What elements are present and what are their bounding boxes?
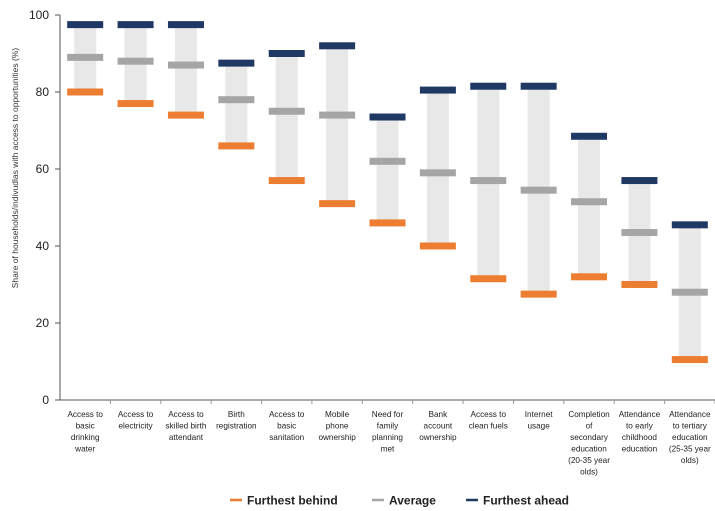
marker-average <box>319 111 356 119</box>
marker-furthest-behind <box>571 273 608 281</box>
y-tick-label: 60 <box>36 162 50 176</box>
marker-furthest-ahead <box>369 113 406 121</box>
marker-average <box>268 107 305 115</box>
marker-furthest-behind <box>67 88 104 96</box>
x-category-label: Completion of secondary education (20-35 yea… <box>568 410 610 477</box>
marker-furthest-behind <box>268 177 305 185</box>
marker-furthest-ahead <box>419 86 456 94</box>
marker-average <box>67 53 104 61</box>
x-category-label: Access to electricity <box>118 410 154 431</box>
marker-furthest-ahead <box>67 21 104 29</box>
range-bar <box>225 63 248 146</box>
marker-furthest-behind <box>167 111 204 119</box>
range-bars <box>74 24 701 360</box>
y-axis-label: Share of households/indivudlas with acce… <box>10 48 20 289</box>
marker-furthest-behind <box>671 356 708 364</box>
marker-furthest-ahead <box>319 42 356 50</box>
x-category-label: Access to basic drinking water <box>67 410 103 454</box>
range-bar <box>426 90 449 246</box>
marker-average <box>167 61 204 69</box>
series-markers <box>67 21 708 364</box>
marker-average <box>117 57 154 65</box>
marker-furthest-ahead <box>117 21 154 29</box>
marker-furthest-ahead <box>671 221 708 229</box>
y-tick-label: 0 <box>42 393 49 407</box>
range-bar <box>174 24 197 116</box>
y-ticks: 0 20 40 60 80 100 <box>29 8 60 407</box>
marker-furthest-ahead <box>218 59 255 67</box>
marker-furthest-behind <box>369 219 406 227</box>
x-category-label: Internet usage <box>525 410 553 431</box>
marker-furthest-behind <box>319 200 356 208</box>
x-category-label: Access to skilled birth attendant <box>165 410 206 442</box>
range-bar <box>376 117 399 223</box>
legend: Furthest behind Average Furthest ahead <box>230 494 569 508</box>
marker-average <box>218 96 255 104</box>
x-category-label: Bank account ownership <box>419 410 457 442</box>
marker-furthest-ahead <box>268 50 305 57</box>
x-category-label: Attendance to early childhood education <box>619 410 661 454</box>
marker-furthest-behind <box>419 242 456 250</box>
marker-average <box>470 177 507 185</box>
y-tick-label: 20 <box>36 316 50 330</box>
x-category-label: Access to clean fuels <box>469 410 508 431</box>
marker-average <box>621 229 658 237</box>
marker-furthest-ahead <box>520 82 557 90</box>
x-category-labels: Access to basic drinking water Access to elec… <box>67 400 715 477</box>
y-tick-label: 100 <box>29 8 49 22</box>
legend-label: Furthest behind <box>247 494 338 508</box>
marker-average <box>571 198 608 206</box>
marker-average <box>419 169 456 177</box>
legend-label: Average <box>389 494 436 508</box>
range-bar <box>326 45 349 204</box>
marker-furthest-behind <box>117 100 154 108</box>
x-category-label: Need for family planning met <box>372 410 404 454</box>
marker-furthest-behind <box>470 275 507 283</box>
y-tick-label: 40 <box>36 239 50 253</box>
x-category-label: Attendance to tertiary education (25-35 yea… <box>669 410 711 465</box>
marker-furthest-behind <box>218 142 255 150</box>
y-tick-label: 80 <box>36 85 50 99</box>
marker-furthest-behind <box>520 290 557 298</box>
marker-furthest-ahead <box>470 82 507 90</box>
marker-furthest-ahead <box>167 21 204 29</box>
legend-label: Furthest ahead <box>483 494 569 508</box>
x-category-label: Mobile phone ownership <box>318 410 356 442</box>
x-category-label: Birth registration <box>216 410 257 431</box>
marker-furthest-ahead <box>621 177 658 185</box>
x-category-label: Access to basic sanitation <box>269 410 305 442</box>
marker-average <box>520 186 557 194</box>
range-bar <box>578 136 601 277</box>
marker-furthest-behind <box>621 281 658 288</box>
marker-furthest-ahead <box>571 132 608 140</box>
marker-average <box>671 288 708 296</box>
range-bar <box>275 53 298 181</box>
marker-average <box>369 157 406 165</box>
